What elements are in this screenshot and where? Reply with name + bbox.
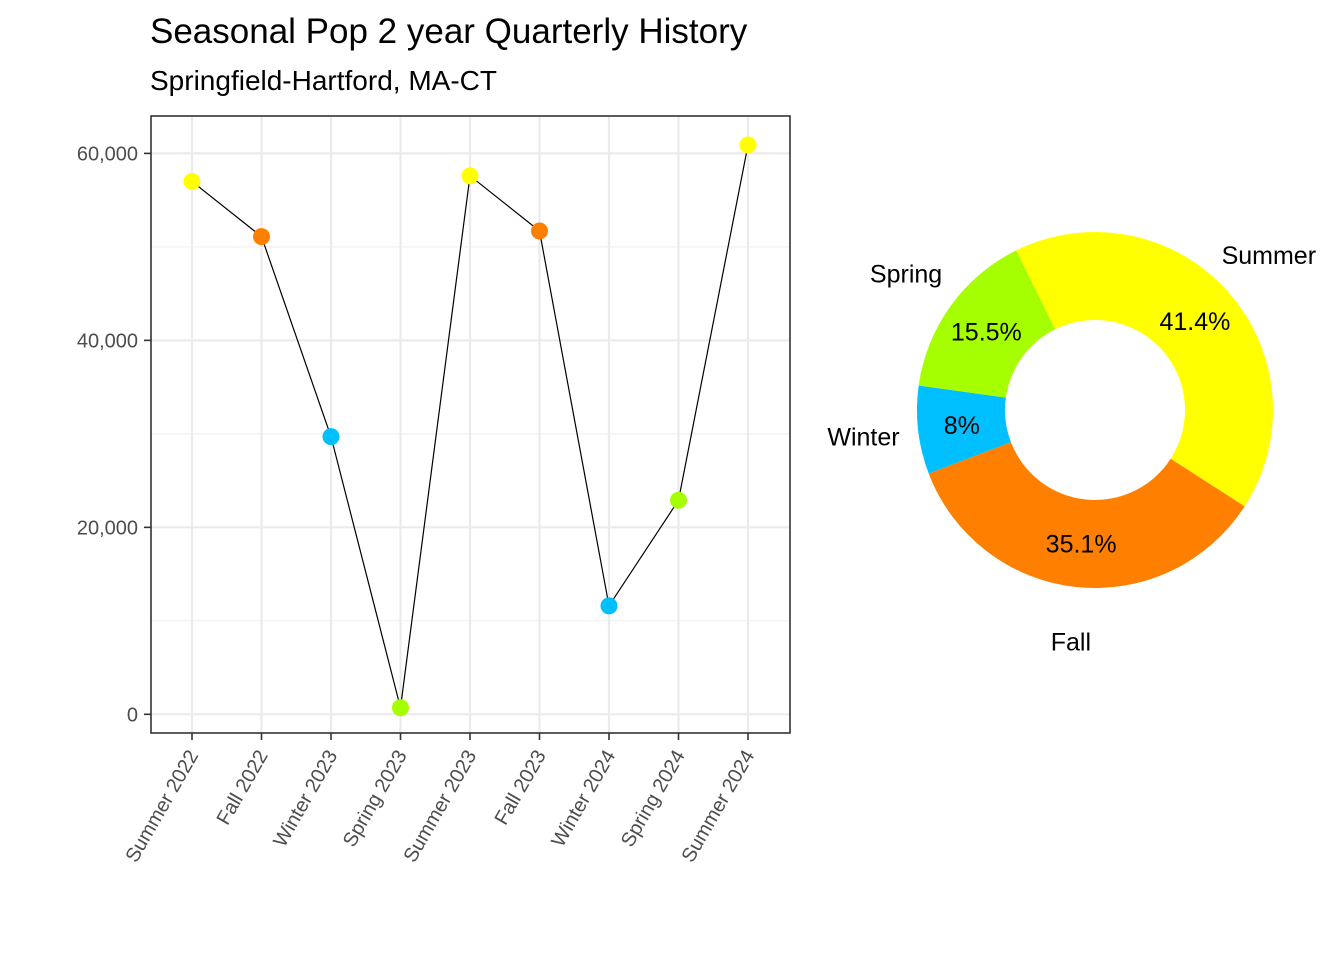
data-point [600, 597, 618, 615]
pie-category-label: Summer [1222, 242, 1316, 270]
x-tick-label: Spring 2023 [339, 747, 412, 851]
y-tick-label: 0 [127, 704, 138, 726]
x-tick-label: Summer 2022 [121, 747, 203, 867]
pie-slice [918, 250, 1056, 398]
pie-slice [1016, 231, 1273, 507]
pie-percent-label: 15.5% [951, 319, 1022, 347]
pie-slice [916, 385, 1011, 474]
data-point [253, 228, 270, 246]
data-point [322, 428, 340, 446]
pie-slice [928, 442, 1245, 588]
x-tick-label: Fall 2023 [491, 747, 551, 829]
x-tick-label: Summer 2024 [677, 747, 759, 867]
y-tick-label: 40,000 [77, 330, 138, 352]
x-tick-label: Fall 2022 [213, 747, 273, 829]
data-point [183, 172, 201, 190]
pie-category-label: Winter [827, 423, 899, 451]
data-point [739, 136, 757, 154]
donut-chart-panel: 41.4% Summer 35.1% Fall 8% Winter 15.5% Spring [827, 231, 1316, 657]
y-tick-label: 60,000 [77, 143, 138, 165]
data-point [392, 699, 409, 717]
pie-percent-label: 35.1% [1046, 530, 1117, 558]
data-point [670, 491, 687, 509]
data-point [531, 222, 548, 240]
chart-subtitle: Springfield-Hartford, MA-CT [150, 65, 497, 96]
data-point [461, 167, 479, 185]
pie-percent-label: 8% [944, 412, 980, 440]
pie-percent-label: 41.4% [1160, 308, 1231, 336]
x-tick-label: Winter 2024 [547, 747, 620, 851]
y-tick-label: 20,000 [77, 517, 138, 539]
pie-category-label: Fall [1051, 629, 1091, 657]
x-tick-label: Summer 2023 [399, 747, 481, 867]
x-tick-label: Spring 2024 [617, 747, 690, 851]
x-tick-label: Winter 2023 [269, 747, 342, 851]
chart-title: Seasonal Pop 2 year Quarterly History [150, 12, 748, 51]
pie-category-label: Spring [870, 261, 942, 289]
